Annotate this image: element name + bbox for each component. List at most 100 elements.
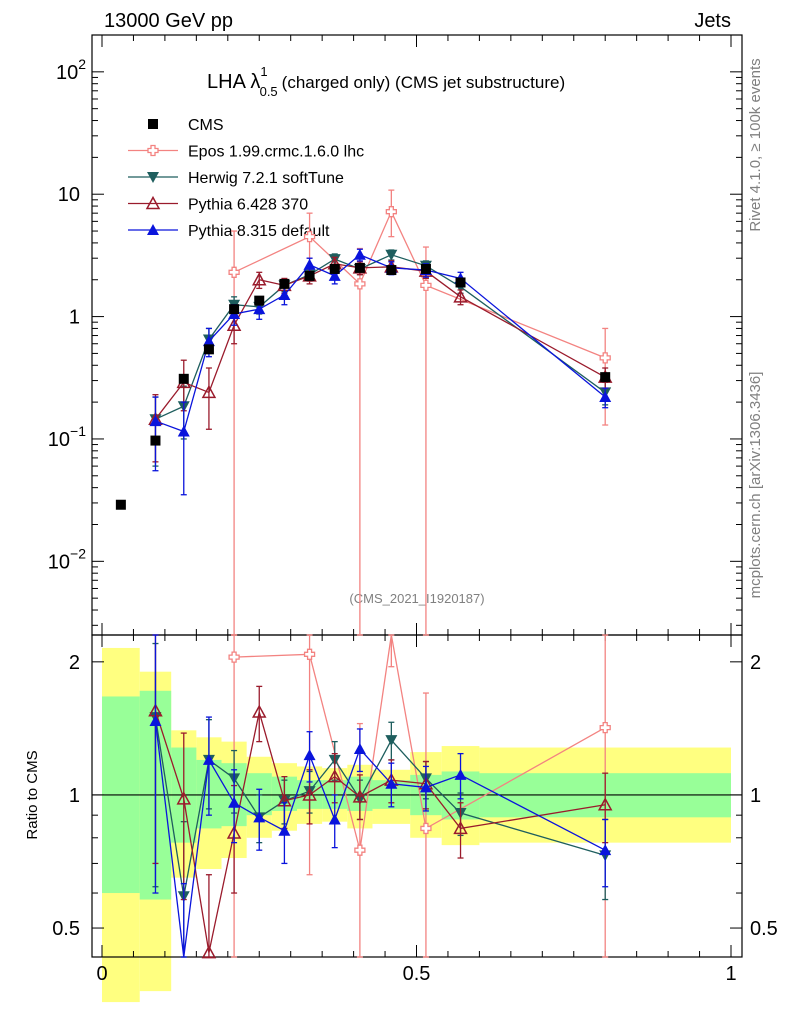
- ratio-y-tick-label-left: 2: [69, 652, 80, 674]
- legend-label: Epos 1.99.crmc.1.6.0 lhc: [188, 144, 364, 161]
- main-series-point: [228, 266, 240, 278]
- title-main: LHA λ: [207, 71, 260, 93]
- cms-data-point: [254, 295, 265, 306]
- main-series-point: [177, 425, 190, 437]
- ratio-series-point: [599, 721, 611, 734]
- legend-marker: [147, 224, 159, 235]
- ratio-series-point: [597, 797, 613, 811]
- x-tick-label: 0.5: [403, 963, 431, 985]
- ratio-series-point: [385, 777, 398, 789]
- cms-data-point: [455, 277, 466, 288]
- header-analysis-label: Jets: [694, 10, 731, 32]
- x-axis-ticks: 0 0.5 1: [96, 35, 737, 985]
- main-plot-series: [148, 189, 613, 636]
- main-series-point: [149, 415, 162, 427]
- ratio-series-point: [228, 796, 241, 808]
- ratio-series-point: [354, 844, 366, 856]
- cms-data-point: [329, 263, 340, 274]
- ratio-series-point: [353, 743, 366, 755]
- ratio-axis-label: Ratio to CMS: [24, 750, 41, 839]
- legend-marker: [147, 144, 159, 157]
- main-plot-data-points: [115, 262, 611, 510]
- cms-data-point: [354, 262, 365, 273]
- cms-data-point: [203, 344, 214, 355]
- x-tick-label: 0: [96, 963, 107, 985]
- main-series-point: [385, 206, 397, 218]
- cms-data-point: [386, 265, 397, 276]
- main-y-tick-label: 1: [69, 307, 80, 329]
- legend-marker: [145, 195, 161, 210]
- ratio-series-point: [278, 824, 291, 836]
- main-y-axis-ticks: 102 10 1 10−1 10−2: [48, 34, 742, 626]
- x-tick-label: 1: [725, 963, 736, 985]
- ratio-series-point: [302, 787, 317, 801]
- main-series-point: [599, 352, 611, 364]
- legend-label: Pythia 8.315 default: [188, 223, 330, 240]
- ratio-series-point: [454, 768, 467, 780]
- ratio-series-point: [352, 789, 368, 803]
- ratio-y-tick-label-right: 0.5: [750, 918, 778, 940]
- ratio-y-axis-ticks: 2 2 1 1 0.5 0.5: [52, 652, 778, 940]
- cms-data-point: [600, 372, 611, 383]
- ratio-series-point: [328, 813, 341, 825]
- ratio-y-tick-label-right: 2: [750, 652, 761, 674]
- ratio-series-point: [419, 781, 432, 793]
- main-series-point: [303, 258, 316, 270]
- title-superscript: 1: [260, 64, 267, 79]
- legend-entry: Pythia 8.315 default: [128, 223, 330, 240]
- main-series-point: [251, 272, 267, 286]
- ratio-series-point: [228, 651, 240, 663]
- legend-marker: [147, 172, 159, 183]
- ratio-y-tick-label-right: 1: [750, 785, 761, 807]
- main-series-line: [233, 210, 606, 359]
- main-series-point: [278, 289, 291, 301]
- main-series-point: [253, 303, 266, 315]
- ratio-series-point: [253, 811, 266, 823]
- mcplots-reference-label: mcplots.cern.ch [arXiv:1306.3436]: [747, 372, 764, 599]
- ratio-series-point: [149, 714, 162, 726]
- legend-label: Pythia 6.428 370: [188, 197, 308, 214]
- cms-data-point: [178, 373, 189, 384]
- main-series-point: [420, 279, 432, 291]
- ratio-series-point: [420, 822, 432, 835]
- main-y-tick-label: 10: [58, 184, 80, 206]
- ratio-y-tick-label-left: 1: [69, 785, 80, 807]
- main-y-tick-label: 10−1: [48, 423, 86, 451]
- main-series-point: [354, 278, 366, 290]
- legend-marker: [148, 119, 158, 129]
- svg-text:LHA λ10.5(charged only) (CMS j: LHA λ1 0.5 (charged only) (CMS jet substru…: [207, 64, 565, 99]
- main-series-line: [155, 254, 606, 420]
- ratio-series-point: [599, 844, 612, 856]
- analysis-watermark: (CMS_2021_I1920187): [349, 591, 484, 606]
- ratio-series-point: [453, 820, 468, 835]
- ratio-plot-series: [148, 634, 613, 959]
- main-series-point: [453, 289, 468, 303]
- main-series-point: [202, 335, 215, 347]
- main-y-tick-label: 10−2: [48, 545, 86, 573]
- cms-data-point: [420, 263, 431, 274]
- ratio-y-tick-label-left: 0.5: [52, 918, 80, 940]
- title-subscript: 0.5: [260, 84, 278, 99]
- legend-label: Herwig 7.2.1 softTune: [188, 170, 344, 187]
- main-series-point: [201, 384, 217, 399]
- ratio-series-point: [251, 704, 267, 718]
- main-series-point: [599, 391, 612, 403]
- ratio-series-point: [176, 791, 192, 805]
- legend-entry: Herwig 7.2.1 softTune: [128, 170, 344, 187]
- plot-title: LHA λ1 0.5 (charged only) (CMS jet substru…: [207, 64, 565, 99]
- title-rest: (charged only) (CMS jet substructure): [282, 73, 565, 92]
- rivet-version-label: Rivet 4.1.0, ≥ 100k events: [747, 58, 764, 231]
- ratio-series-line: [234, 634, 606, 851]
- ratio-series-point: [303, 749, 316, 761]
- main-series-point: [353, 248, 366, 260]
- legend-label: CMS: [188, 117, 224, 134]
- ratio-series-point: [202, 753, 215, 765]
- legend-entry: CMS: [148, 117, 224, 134]
- ratio-series-point: [327, 769, 342, 783]
- legend: CMS Epos 1.99.crmc.1.6.0 lhc Herwig 7.2.1 …: [128, 117, 364, 240]
- cms-data-point: [115, 499, 126, 510]
- legend-entry: Pythia 6.428 370: [128, 195, 308, 214]
- ratio-series-point: [303, 648, 316, 660]
- legend-entry: Epos 1.99.crmc.1.6.0 lhc: [128, 144, 364, 161]
